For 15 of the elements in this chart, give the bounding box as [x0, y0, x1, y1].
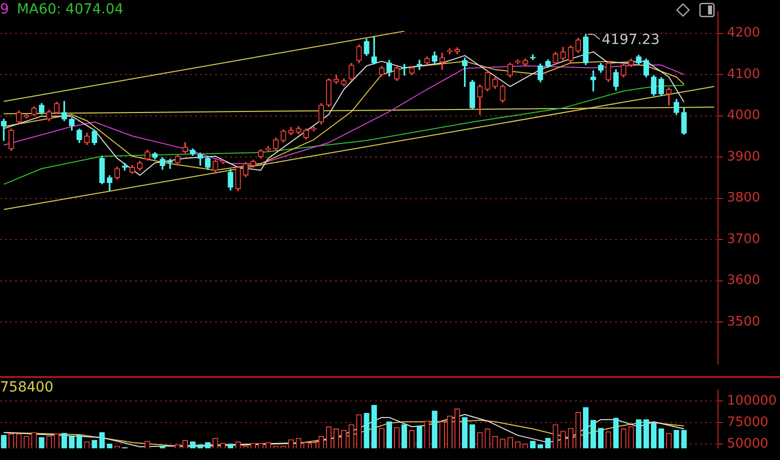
annotation: 4197.23 — [602, 32, 660, 48]
y-tick-label: 75000 — [727, 414, 768, 430]
annotation: 758400 — [0, 380, 54, 396]
y-tick-label: 4100 — [727, 66, 760, 82]
annotation: MA60: 4074.04 — [16, 2, 124, 18]
y-tick-label: 3600 — [727, 273, 760, 288]
y-tick-label: 50000 — [727, 436, 768, 452]
y-tick-label: 3800 — [727, 190, 760, 206]
y-tick-label: 3700 — [727, 232, 760, 247]
y-tick-label: 3900 — [727, 149, 760, 164]
y-tick-label: 100000 — [727, 393, 777, 408]
annotation: 9 — [0, 2, 9, 18]
y-tick-label: 4000 — [727, 108, 760, 124]
y-tick-label: 4200 — [727, 26, 760, 41]
y-tick-label: 3500 — [727, 314, 760, 330]
